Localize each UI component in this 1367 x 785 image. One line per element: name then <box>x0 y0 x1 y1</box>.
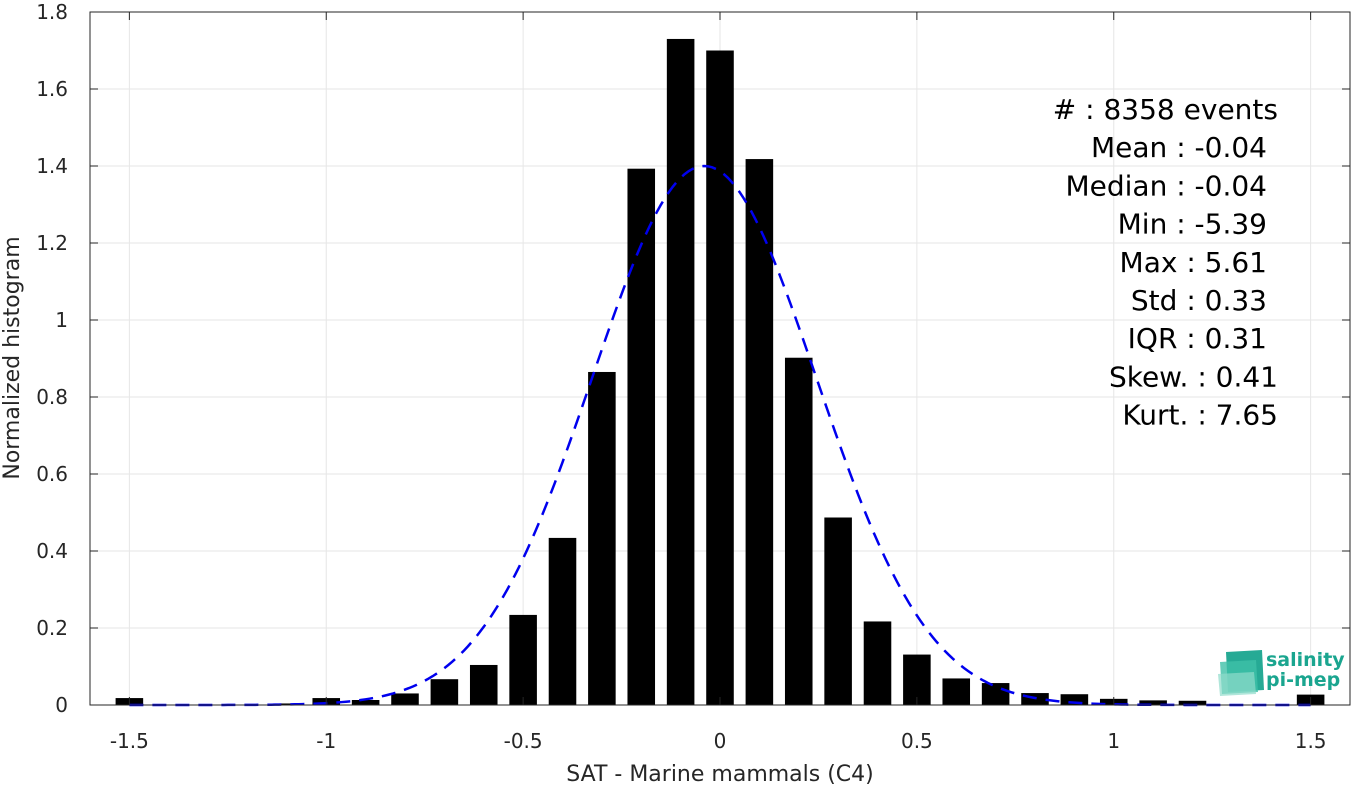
histogram-bar <box>706 50 734 705</box>
histogram-bar <box>745 159 774 705</box>
y-axis-ticks: 0 0.2 0.4 0.6 0.8 1 1.2 1.4 1.6 1.8 <box>36 0 1350 717</box>
x-tick-label: -0.5 <box>504 729 543 753</box>
stats-line: Mean : -0.04 <box>1091 131 1267 164</box>
histogram-bars <box>115 38 1325 705</box>
x-tick-label: 0.5 <box>901 729 933 753</box>
histogram-bar <box>784 357 813 705</box>
histogram-bar <box>942 678 971 705</box>
histogram-bar <box>863 621 892 705</box>
x-tick-label: 0 <box>714 729 727 753</box>
stats-line: # : 8358 events <box>1053 93 1278 126</box>
histogram-bar <box>273 703 301 705</box>
x-tick-label: 1.5 <box>1295 729 1327 753</box>
y-tick-label: 1.4 <box>36 154 68 178</box>
x-tick-label: 1 <box>1107 729 1120 753</box>
histogram-bar <box>824 517 852 705</box>
x-tick-label: -1 <box>316 729 336 753</box>
y-tick-label: 1.8 <box>36 0 68 24</box>
x-axis-ticks: -1.5 -1 -0.5 0 0.5 1 1.5 <box>110 12 1327 753</box>
histogram-bar <box>903 654 931 705</box>
histogram-bar <box>588 371 616 705</box>
y-tick-label: 0.4 <box>36 539 68 563</box>
stats-line: Skew. : 0.41 <box>1109 360 1278 393</box>
salinity-pi-mep-logo: salinity pi-mep <box>1218 649 1345 696</box>
histogram-bar <box>509 614 537 705</box>
logo-salinity-text: salinity <box>1266 649 1345 671</box>
histogram-bar <box>548 537 577 705</box>
logo-pi-mep-text: pi-mep <box>1266 669 1340 691</box>
stats-line: Max : 5.61 <box>1120 246 1267 279</box>
histogram-bar <box>430 679 459 705</box>
y-tick-label: 0.8 <box>36 385 68 409</box>
stats-line: Median : -0.04 <box>1065 169 1267 202</box>
y-axis-label: Normalized histogram <box>0 236 25 479</box>
histogram-bar <box>981 683 1010 705</box>
histogram-bar <box>351 699 380 705</box>
histogram-bar <box>469 664 498 705</box>
histogram-bar <box>1178 700 1207 705</box>
stats-line: Std : 0.33 <box>1131 284 1267 317</box>
stats-line: Kurt. : 7.65 <box>1122 399 1278 432</box>
x-tick-label: -1.5 <box>110 729 149 753</box>
histogram-bar <box>1060 694 1089 705</box>
histogram-bar <box>391 693 419 705</box>
stats-line: Min : -5.39 <box>1118 208 1267 241</box>
x-axis-label: SAT - Marine mammals (C4) <box>566 762 874 785</box>
y-tick-label: 1 <box>55 308 68 332</box>
logo-waves-icon <box>1218 650 1264 696</box>
y-tick-label: 0.6 <box>36 462 68 486</box>
histogram-bar <box>666 38 695 705</box>
histogram-bar <box>627 168 656 705</box>
stats-line: IQR : 0.31 <box>1128 322 1267 355</box>
y-tick-label: 0.2 <box>36 616 68 640</box>
histogram-bar <box>1139 700 1167 705</box>
y-tick-label: 1.6 <box>36 77 68 101</box>
y-tick-label: 1.2 <box>36 231 68 255</box>
y-tick-label: 0 <box>55 693 68 717</box>
statistics-box: # : 8358 events Mean : -0.04 Median : -0.0… <box>1053 93 1278 432</box>
